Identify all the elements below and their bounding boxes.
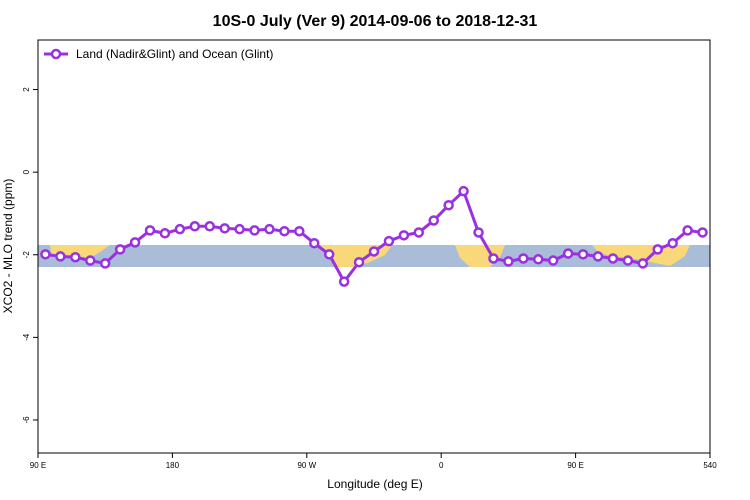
point	[458, 185, 469, 197]
y-axis-label: XCO2 - MLO trend (ppm)	[1, 179, 15, 314]
y-tick-label: 0	[22, 169, 31, 174]
y-tick-label: -2	[22, 251, 31, 259]
point	[99, 258, 111, 269]
y-tick-label: -4	[22, 333, 31, 341]
point	[592, 251, 604, 262]
point	[353, 256, 365, 268]
point	[279, 225, 290, 237]
y-tick-label: -6	[22, 416, 31, 424]
point	[294, 225, 305, 237]
point	[85, 255, 96, 266]
point	[398, 230, 410, 241]
point	[338, 276, 350, 287]
y-tick-label: 2	[22, 87, 31, 92]
point	[144, 225, 156, 236]
point	[219, 223, 230, 234]
legend-marker	[50, 48, 62, 60]
point	[607, 253, 619, 264]
point	[40, 249, 51, 260]
point	[697, 227, 708, 238]
point	[264, 223, 275, 235]
point	[547, 255, 559, 266]
point	[518, 253, 529, 264]
x-tick-label: 0	[439, 461, 444, 470]
point	[174, 223, 186, 235]
point	[562, 248, 574, 259]
point	[55, 251, 66, 262]
x-tick-label: 90 E	[30, 461, 46, 470]
x-tick-label: 90 E	[567, 461, 583, 470]
chart-title: 10S-0 July (Ver 9) 2014-09-06 to 2018-12…	[213, 13, 538, 30]
point	[413, 227, 425, 238]
point	[428, 215, 439, 226]
point	[70, 251, 81, 263]
point	[309, 237, 320, 249]
point	[622, 255, 634, 266]
legend-label: Land (Nadir&Glint) and Ocean (Glint)	[76, 47, 273, 61]
point	[114, 244, 126, 255]
point	[637, 258, 649, 269]
point	[443, 199, 454, 211]
point	[652, 244, 663, 255]
point	[323, 249, 335, 260]
point	[533, 254, 544, 265]
point	[159, 228, 171, 239]
x-tick-label: 90 W	[297, 461, 316, 470]
point	[682, 225, 693, 236]
point	[129, 237, 141, 248]
point	[503, 256, 514, 267]
point	[473, 227, 484, 238]
point	[249, 225, 260, 236]
point	[488, 253, 499, 264]
series-line	[45, 188, 703, 285]
point	[383, 235, 395, 247]
x-axis-label: Longitude (deg E)	[327, 477, 422, 491]
point	[189, 221, 201, 232]
x-tick-label: 540	[703, 461, 717, 470]
x-tick-label: 180	[166, 461, 180, 470]
point	[234, 223, 245, 235]
point	[204, 221, 215, 232]
point	[577, 249, 589, 260]
point	[368, 246, 380, 257]
point	[667, 237, 678, 249]
plot-frame	[37, 39, 711, 454]
